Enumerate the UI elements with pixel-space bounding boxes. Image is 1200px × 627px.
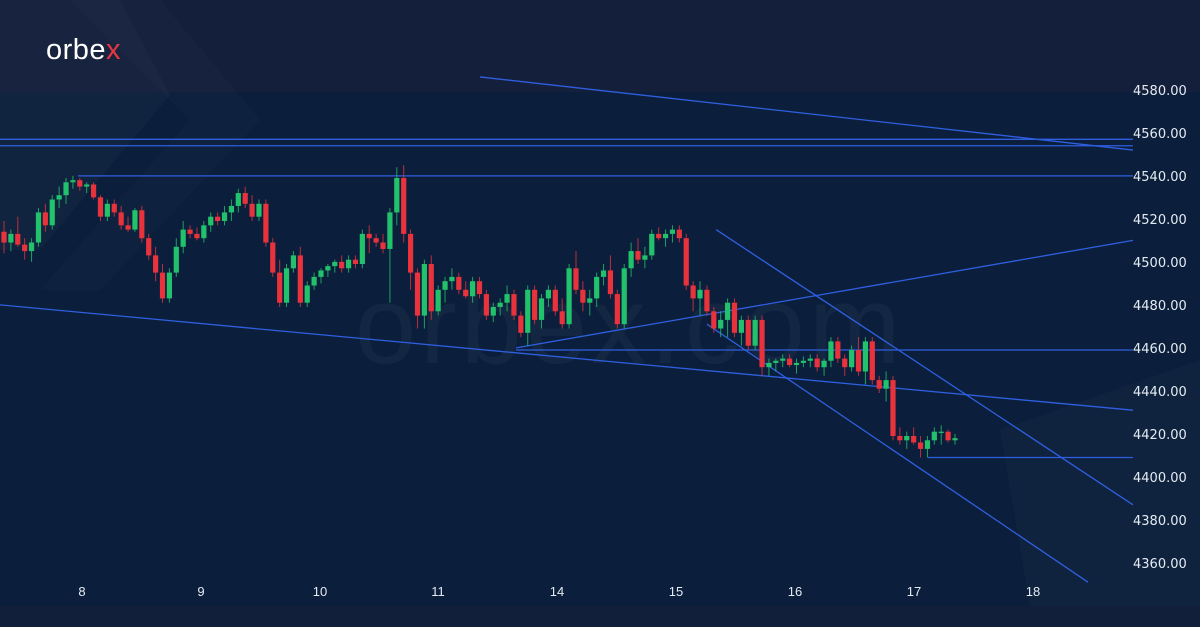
logo-accent: x bbox=[106, 34, 121, 66]
price-tick-label: 4560.00 bbox=[1133, 127, 1187, 142]
trendlines bbox=[0, 76, 1134, 583]
date-tick-label: 16 bbox=[787, 584, 803, 599]
price-tick-label: 4580.00 bbox=[1133, 84, 1187, 99]
price-tick-label: 4520.00 bbox=[1133, 213, 1187, 228]
date-tick-label: 15 bbox=[668, 584, 684, 599]
candles bbox=[1, 165, 958, 458]
price-tick-label: 4360.00 bbox=[1133, 557, 1187, 572]
header: orbex bbox=[0, 0, 1200, 92]
date-tick-label: 8 bbox=[78, 584, 86, 599]
date-tick-label: 18 bbox=[1025, 584, 1041, 599]
price-tick-label: 4540.00 bbox=[1133, 170, 1187, 185]
chart-plot-area bbox=[0, 92, 1200, 606]
footer bbox=[0, 606, 1200, 627]
price-tick-label: 4380.00 bbox=[1133, 514, 1187, 529]
price-tick-label: 4420.00 bbox=[1133, 428, 1187, 443]
date-tick-label: 14 bbox=[549, 584, 565, 599]
price-tick-label: 4460.00 bbox=[1133, 342, 1187, 357]
date-tick-label: 11 bbox=[431, 584, 445, 599]
logo-text: orbe bbox=[46, 34, 106, 66]
date-tick-label: 10 bbox=[312, 584, 328, 599]
price-tick-label: 4480.00 bbox=[1133, 299, 1187, 314]
price-tick-label: 4400.00 bbox=[1133, 471, 1187, 486]
price-tick-label: 4500.00 bbox=[1133, 256, 1187, 271]
orbex-logo: orbex bbox=[46, 34, 121, 67]
price-tick-label: 4440.00 bbox=[1133, 385, 1187, 400]
date-tick-label: 9 bbox=[197, 584, 205, 599]
date-tick-label: 17 bbox=[906, 584, 922, 599]
